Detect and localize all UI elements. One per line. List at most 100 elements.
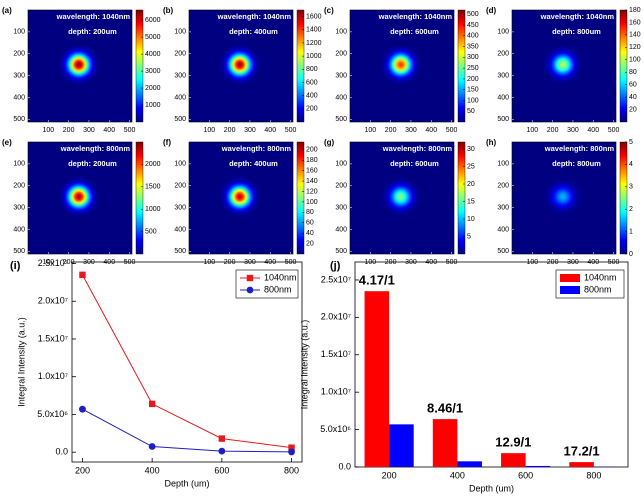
colorbar-tick-label: 20 (306, 240, 314, 247)
x-tick-label: 200 (547, 127, 559, 134)
y-tick-label: 400 (335, 94, 347, 101)
colorbar-tick-label: 180 (306, 157, 318, 164)
annotation: depth: 200um (68, 159, 117, 168)
y-tick-label: 400 (174, 226, 186, 233)
annotation: wavelength: 1040nm (540, 12, 615, 21)
annotation: depth: 400um (229, 159, 278, 168)
series-line (82, 274, 292, 449)
panel-label: (d) (486, 6, 497, 15)
colorbar-tick-label: 200 (467, 76, 479, 83)
colorbar-tick-label: 20 (629, 106, 637, 113)
y-tick-label: 300 (174, 72, 186, 79)
y-tick-label: 500 (497, 116, 509, 123)
y-tick-label: 100 (497, 29, 509, 36)
y-tick-label: 400 (13, 94, 25, 101)
panel-label: (i) (10, 260, 21, 272)
x-tick-label: 100 (526, 127, 538, 134)
y-tick-label: 100 (335, 29, 347, 36)
y-axis-label: Integral Intensity (a.u.) (16, 317, 26, 407)
legend-label: 1040nm (264, 272, 297, 282)
y-tick-label: 300 (13, 72, 25, 79)
spot (542, 176, 583, 217)
x-tick-label: 100 (203, 127, 215, 134)
y-tick-label: 1.0x10⁷ (321, 387, 351, 397)
panel-label: (g) (324, 138, 335, 147)
panel-label: (b) (163, 6, 174, 15)
colorbar-tick-label: 20 (467, 181, 475, 188)
colorbar-tick-label: 5 (467, 233, 471, 240)
y-tick-label: 500 (13, 248, 25, 255)
colorbar (457, 141, 466, 255)
annotation: depth: 800um (552, 27, 601, 36)
annotation: wavelength: 800nm (544, 144, 615, 153)
x-tick-label: 400 (103, 127, 115, 134)
y-tick-label: 400 (13, 226, 25, 233)
x-axis-label: Depth (um) (164, 478, 209, 488)
legend-label: 1040nm (584, 272, 617, 282)
panel-label: (j) (330, 260, 341, 272)
colorbar (296, 9, 305, 123)
colorbar-tick-label: 1000 (145, 102, 161, 109)
colorbar-tick-label: 15 (467, 198, 475, 205)
plot-frame (27, 141, 133, 255)
y-tick-label: 300 (13, 204, 25, 211)
y-tick-label: 200 (335, 51, 347, 58)
y-tick-label: 200 (335, 183, 347, 190)
y-tick-label: 200 (497, 183, 509, 190)
y-tick-label: 200 (174, 183, 186, 190)
x-tick-label: 200 (63, 259, 75, 266)
colorbar-tick-label: 40 (629, 94, 637, 101)
legend-swatch (560, 274, 580, 282)
colorbar (135, 9, 144, 123)
x-tick-label: 800 (586, 470, 601, 480)
annotation: wavelength: 800nm (60, 144, 131, 153)
marker (79, 405, 86, 413)
y-tick-label: 2.0x10⁷ (38, 296, 68, 306)
colorbar-tick-label: 120 (306, 188, 318, 195)
colorbar-tick-label: 200 (306, 147, 318, 154)
y-tick-label: 400 (497, 94, 509, 101)
ratio-label: 17.2/1 (564, 444, 600, 459)
colorbar-tick-label: 160 (629, 19, 641, 26)
marker (288, 444, 295, 451)
y-tick-label: 100 (174, 29, 186, 36)
colorbar-tick-label: 1 (629, 228, 633, 235)
y-tick-label: 100 (497, 161, 509, 168)
colorbar-tick-label: 400 (467, 33, 479, 40)
colorbar-tick-label: 500 (145, 228, 157, 235)
marker (79, 271, 86, 279)
spot (219, 44, 260, 85)
colorbar-tick-label: 350 (467, 43, 479, 50)
colorbar-tick-label: 1000 (145, 206, 161, 213)
x-tick-label: 100 (42, 259, 54, 266)
plot-frame (349, 141, 455, 255)
annotation: wavelength: 800nm (221, 144, 292, 153)
x-tick-label: 300 (567, 127, 579, 134)
marker (148, 400, 156, 408)
y-tick-label: 400 (174, 94, 186, 101)
colorbar-tick-label: 1600 (306, 13, 322, 20)
marker (288, 448, 295, 456)
y-tick-label: 500 (497, 248, 509, 255)
colorbar-tick-label: 120 (629, 44, 641, 51)
y-tick-label: 500 (174, 116, 186, 123)
x-tick-label: 400 (264, 127, 276, 134)
y-tick-label: 200 (174, 51, 186, 58)
colorbar-tick-label: 30 (467, 146, 475, 153)
y-tick-label: 2.0x10⁷ (321, 312, 351, 322)
y-tick-label: 200 (13, 183, 25, 190)
plot-frame (511, 141, 617, 255)
x-tick-label: 400 (425, 127, 437, 134)
colorbar-tick-label: 1200 (306, 40, 322, 47)
y-tick-label: 200 (13, 51, 25, 58)
y-tick-label: 100 (13, 29, 25, 36)
marker (148, 443, 156, 450)
x-tick-label: 300 (83, 127, 95, 134)
colorbar (457, 9, 466, 123)
y-tick-label: 100 (335, 161, 347, 168)
x-tick-label: 100 (42, 127, 54, 134)
marker (218, 435, 226, 442)
panel-label: (f) (163, 138, 171, 147)
panel-label: (a) (2, 6, 12, 15)
y-tick-label: 300 (335, 72, 347, 79)
